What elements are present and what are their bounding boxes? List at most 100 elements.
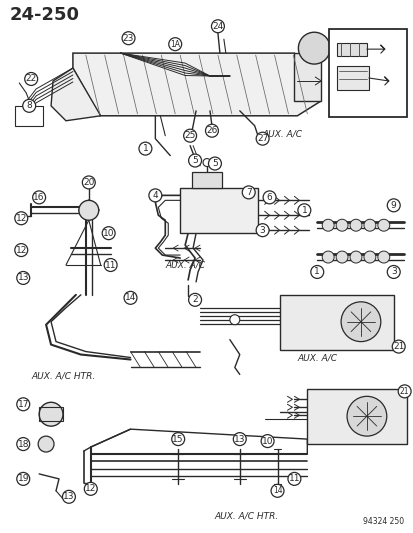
Text: AUX. A/C HTR.: AUX. A/C HTR. — [31, 372, 95, 381]
Circle shape — [205, 124, 218, 137]
Circle shape — [386, 199, 399, 212]
Circle shape — [349, 251, 361, 263]
Bar — [328, 29, 406, 117]
Text: 9: 9 — [390, 201, 396, 210]
Circle shape — [124, 292, 137, 304]
Text: 6: 6 — [266, 193, 272, 202]
Circle shape — [23, 99, 36, 112]
Circle shape — [335, 251, 347, 263]
Circle shape — [208, 157, 221, 170]
Circle shape — [377, 219, 389, 231]
Circle shape — [310, 265, 323, 278]
Text: AUX. A/C: AUX. A/C — [262, 129, 302, 138]
Circle shape — [391, 340, 404, 353]
Text: 5: 5 — [192, 156, 197, 165]
Bar — [306, 389, 406, 444]
Polygon shape — [336, 43, 366, 56]
Text: 24-250: 24-250 — [9, 6, 79, 25]
Text: 18: 18 — [17, 440, 29, 449]
Circle shape — [363, 219, 375, 231]
Text: 14: 14 — [272, 486, 282, 495]
Text: 12: 12 — [85, 484, 96, 494]
Circle shape — [139, 142, 152, 155]
Text: 2: 2 — [192, 295, 197, 304]
Circle shape — [62, 490, 75, 503]
Text: 19: 19 — [17, 474, 29, 483]
Text: 10: 10 — [103, 229, 114, 238]
Text: 13: 13 — [63, 492, 74, 502]
Circle shape — [102, 227, 115, 240]
Circle shape — [188, 293, 201, 306]
Text: 17: 17 — [17, 400, 29, 409]
Circle shape — [297, 204, 310, 217]
Circle shape — [211, 20, 224, 33]
Circle shape — [261, 434, 273, 448]
Circle shape — [386, 265, 399, 278]
Text: 3: 3 — [390, 268, 396, 277]
Text: 11: 11 — [104, 261, 116, 270]
Text: 21: 21 — [392, 342, 404, 351]
Polygon shape — [73, 53, 320, 116]
Text: 11: 11 — [288, 474, 299, 483]
Text: 4: 4 — [152, 191, 158, 200]
Circle shape — [202, 158, 211, 166]
Circle shape — [346, 397, 386, 436]
Circle shape — [321, 219, 333, 231]
Text: AUX. A/C: AUX. A/C — [297, 353, 337, 362]
Circle shape — [242, 186, 254, 199]
Circle shape — [256, 224, 268, 237]
Text: 7: 7 — [245, 188, 251, 197]
Text: 5: 5 — [211, 159, 217, 168]
Text: 26: 26 — [206, 126, 217, 135]
Bar — [279, 295, 393, 350]
Circle shape — [25, 72, 38, 85]
Bar — [39, 407, 63, 421]
Circle shape — [397, 385, 410, 398]
Polygon shape — [51, 68, 100, 121]
Text: 13: 13 — [17, 273, 29, 282]
Circle shape — [15, 212, 28, 225]
Text: 8: 8 — [26, 101, 32, 110]
Circle shape — [33, 191, 45, 204]
Circle shape — [349, 219, 361, 231]
Bar — [15, 106, 43, 126]
Text: 20: 20 — [83, 178, 94, 187]
Circle shape — [287, 472, 300, 486]
Text: 3: 3 — [259, 225, 265, 235]
Text: 10: 10 — [261, 437, 273, 446]
Polygon shape — [294, 53, 320, 101]
Text: 1: 1 — [142, 144, 148, 153]
Text: 16: 16 — [33, 193, 45, 202]
Circle shape — [233, 433, 246, 446]
Text: 12: 12 — [16, 246, 27, 255]
Text: 25: 25 — [184, 131, 195, 140]
Text: 22: 22 — [26, 75, 37, 84]
Circle shape — [256, 132, 268, 145]
Circle shape — [169, 38, 181, 51]
Text: 24: 24 — [212, 22, 223, 31]
Circle shape — [39, 402, 63, 426]
Text: 94324 250: 94324 250 — [362, 517, 403, 526]
Circle shape — [298, 32, 330, 64]
Bar — [336, 66, 368, 90]
Bar — [180, 188, 257, 233]
Text: 21: 21 — [399, 387, 408, 396]
Text: 27: 27 — [256, 134, 268, 143]
Circle shape — [17, 472, 30, 486]
Circle shape — [271, 484, 283, 497]
Circle shape — [377, 251, 389, 263]
Circle shape — [82, 176, 95, 189]
Circle shape — [388, 29, 400, 41]
Circle shape — [183, 129, 196, 142]
Circle shape — [122, 32, 135, 45]
Text: 15: 15 — [172, 434, 183, 443]
Circle shape — [15, 244, 28, 256]
Circle shape — [363, 251, 375, 263]
Text: 13: 13 — [233, 434, 245, 443]
Circle shape — [263, 191, 275, 204]
Circle shape — [78, 200, 98, 220]
Text: 1: 1 — [301, 206, 306, 215]
Circle shape — [321, 251, 333, 263]
Text: 12: 12 — [16, 214, 27, 223]
Text: 14: 14 — [125, 293, 136, 302]
